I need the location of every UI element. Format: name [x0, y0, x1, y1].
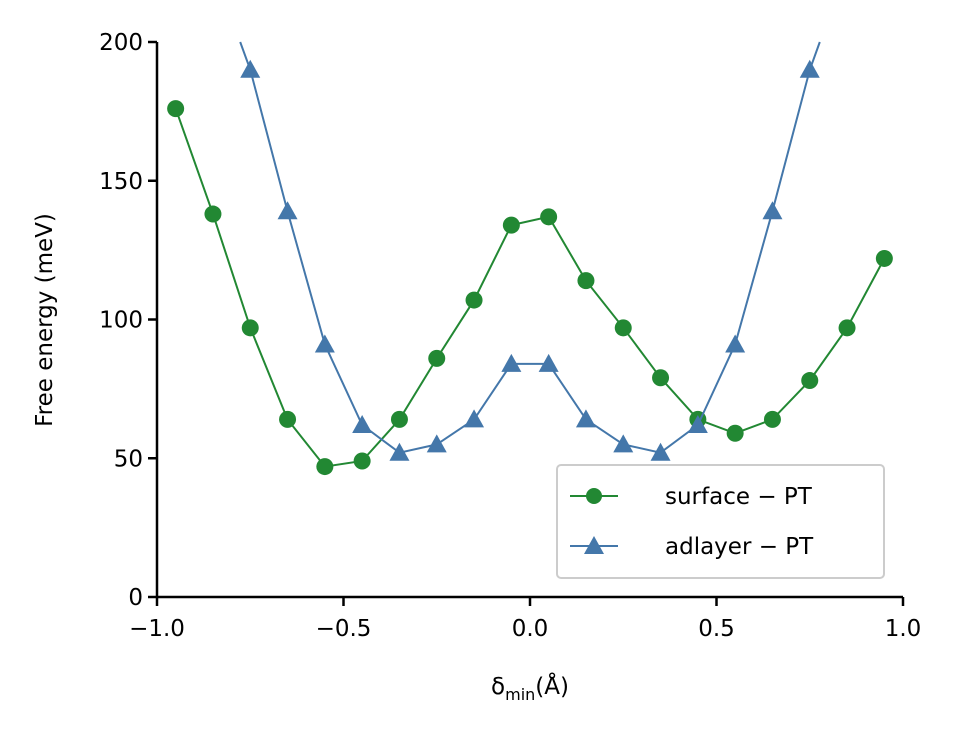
- y-ticks: 0 50 100 150 200: [99, 30, 157, 611]
- data-point-adlayer: [650, 442, 671, 461]
- y-tick-label: 100: [99, 308, 143, 334]
- x-tick-label: −0.5: [316, 616, 372, 642]
- data-point-surface: [875, 249, 893, 267]
- legend-marker-surface: [586, 488, 602, 504]
- x-tick-label: 1.0: [885, 616, 922, 642]
- y-tick-label: 200: [99, 30, 143, 56]
- data-point-surface: [763, 410, 781, 428]
- data-point-adlayer: [501, 353, 522, 372]
- data-point-surface: [353, 452, 371, 470]
- data-point-surface: [279, 410, 297, 428]
- x-axis-label-unit: (Å): [535, 672, 569, 700]
- x-axis-label-subscript: min: [505, 685, 535, 704]
- data-point-surface: [726, 424, 744, 442]
- data-point-adlayer: [799, 59, 820, 78]
- data-point-adlayer: [538, 353, 559, 372]
- data-point-adlayer: [240, 59, 261, 78]
- data-point-adlayer: [314, 334, 335, 353]
- legend: surface − PT adlayer − PT: [556, 464, 885, 579]
- data-point-surface: [540, 208, 558, 226]
- data-point-surface: [390, 410, 408, 428]
- legend-frame: [556, 464, 885, 579]
- data-point-adlayer: [762, 201, 783, 220]
- plot-area: [167, 41, 893, 476]
- x-ticks: −1.0 −0.5 0.0 0.5 1.0: [129, 597, 921, 642]
- x-tick-label: −1.0: [129, 616, 185, 642]
- data-point-surface: [502, 216, 520, 234]
- x-axis-label-symbol: δ: [491, 674, 505, 700]
- legend-marker-adlayer: [584, 536, 604, 554]
- y-tick-label: 50: [114, 446, 143, 472]
- data-point-adlayer: [687, 414, 708, 433]
- data-point-surface: [801, 372, 819, 390]
- data-point-adlayer: [613, 434, 634, 453]
- series-line-surface: [174, 108, 886, 468]
- y-tick-label: 150: [99, 169, 143, 195]
- y-tick-label: 0: [128, 585, 143, 611]
- data-point-adlayer: [389, 442, 410, 461]
- x-axis-label: δmin(Å): [491, 672, 569, 704]
- data-point-surface: [614, 319, 632, 337]
- data-point-surface: [428, 349, 446, 367]
- y-axis-label: Free energy (meV): [32, 213, 58, 427]
- data-point-surface: [577, 272, 595, 290]
- data-point-surface: [316, 458, 334, 476]
- data-point-adlayer: [277, 201, 298, 220]
- legend-label-adlayer: adlayer − PT: [665, 534, 814, 560]
- data-point-adlayer: [426, 434, 447, 453]
- data-point-surface: [204, 205, 222, 223]
- data-point-surface: [167, 100, 185, 118]
- data-point-adlayer: [352, 414, 373, 433]
- data-point-surface: [652, 369, 670, 387]
- legend-label-surface: surface − PT: [665, 484, 813, 510]
- data-point-surface: [241, 319, 259, 337]
- data-point-adlayer: [464, 409, 485, 428]
- x-tick-label: 0.5: [698, 616, 735, 642]
- data-point-surface: [465, 291, 483, 309]
- data-point-adlayer: [575, 409, 596, 428]
- series-line-adlayer: [239, 41, 821, 454]
- x-tick-label: 0.0: [512, 616, 549, 642]
- data-point-surface: [838, 319, 856, 337]
- data-point-adlayer: [725, 334, 746, 353]
